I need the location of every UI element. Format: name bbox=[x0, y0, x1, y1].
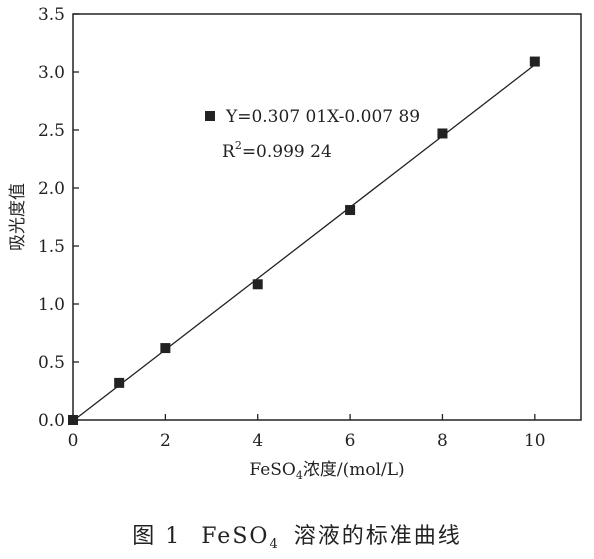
x-tick-label: 8 bbox=[437, 431, 448, 451]
x-tick-label: 4 bbox=[252, 431, 263, 451]
figure-caption: 图 1 FeSO4 溶液的标准曲线 bbox=[132, 524, 462, 552]
legend-equation: Y=0.307 01X-0.007 89 bbox=[225, 107, 420, 127]
y-tick-label: 1.5 bbox=[38, 237, 65, 257]
y-tick-label: 1.0 bbox=[38, 295, 65, 315]
x-tick-label: 2 bbox=[160, 431, 171, 451]
x-tick-label: 0 bbox=[68, 431, 79, 451]
legend-marker bbox=[205, 111, 215, 121]
plot-frame bbox=[72, 13, 582, 421]
x-axis-ticks: 0 2 4 6 8 10 bbox=[68, 414, 546, 451]
data-point bbox=[529, 56, 540, 67]
data-point bbox=[345, 205, 356, 216]
y-tick-label: 0.0 bbox=[38, 411, 65, 431]
x-axis-title: FeSO4浓度/(mol/L) bbox=[249, 460, 404, 482]
y-tick-label: 3.5 bbox=[38, 5, 65, 25]
y-tick-label: 0.5 bbox=[38, 353, 65, 373]
data-point bbox=[114, 377, 125, 388]
data-point bbox=[252, 279, 263, 290]
y-tick-label: 2.0 bbox=[38, 179, 65, 199]
x-tick-label: 6 bbox=[345, 431, 356, 451]
data-points bbox=[68, 56, 540, 425]
y-tick-label: 2.5 bbox=[38, 121, 65, 141]
fit-line bbox=[73, 64, 536, 421]
data-point bbox=[160, 343, 171, 354]
r-squared: R2=0.999 24 bbox=[222, 139, 332, 162]
x-tick-label: 10 bbox=[524, 431, 546, 451]
data-point bbox=[437, 128, 448, 139]
data-point bbox=[68, 415, 78, 425]
y-axis-ticks: 0.0 0.5 1.0 1.5 2.0 2.5 3.0 3.5 bbox=[38, 5, 79, 431]
y-axis-title: 吸光度值 bbox=[8, 183, 28, 251]
y-tick-label: 3.0 bbox=[38, 63, 65, 83]
